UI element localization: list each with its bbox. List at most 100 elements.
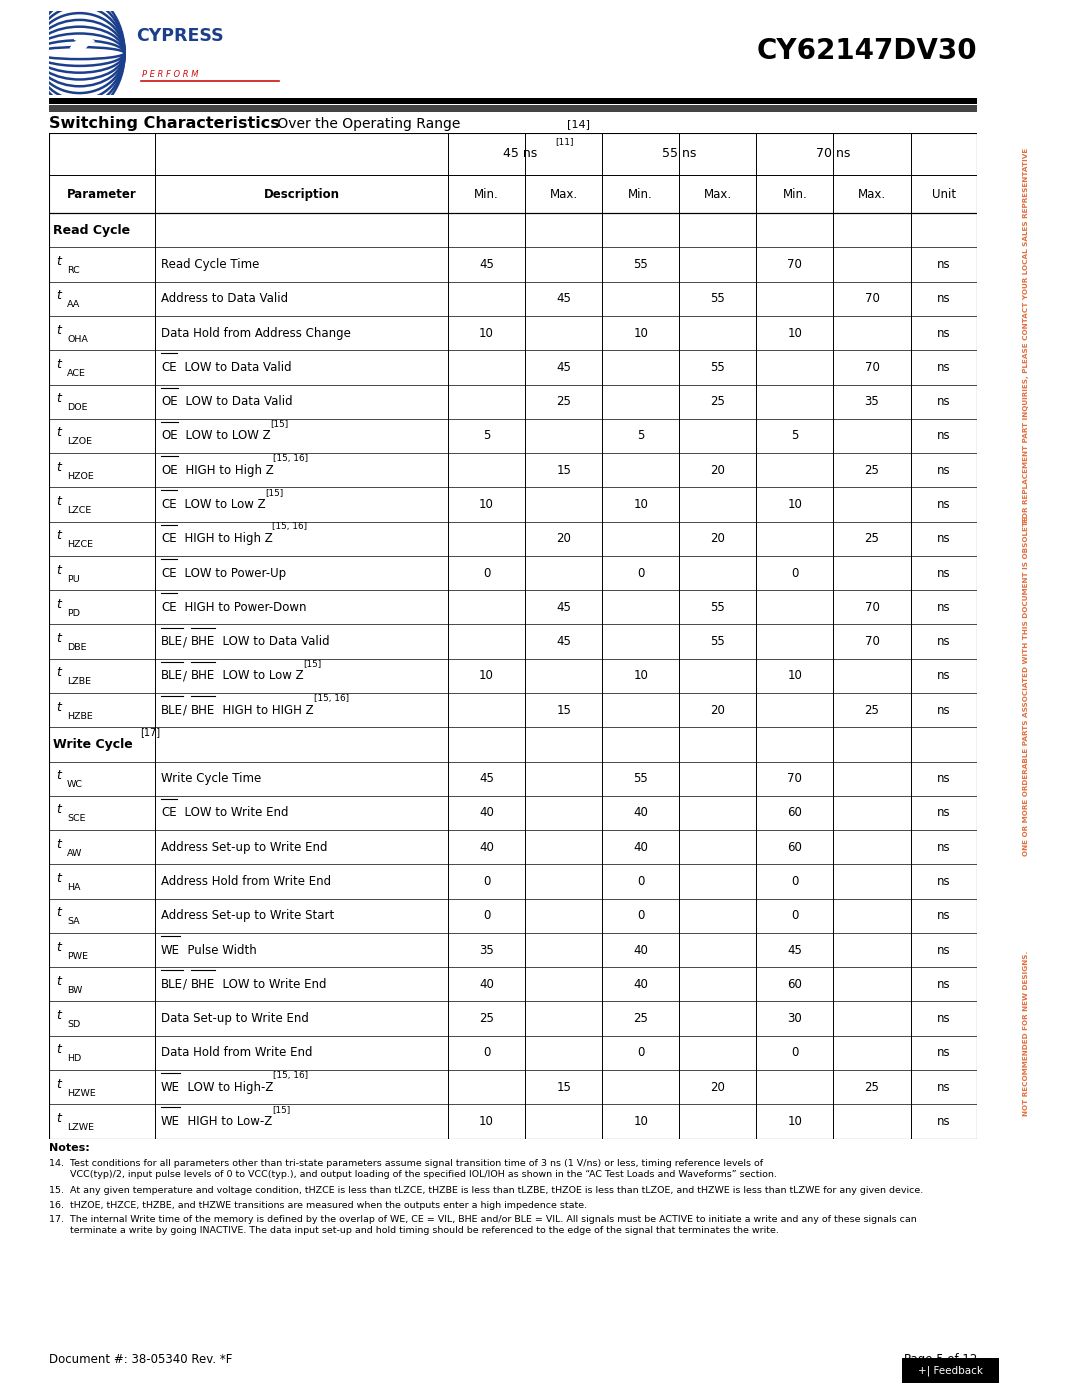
Text: SD: SD: [67, 1020, 80, 1030]
Text: LOW to LOW Z: LOW to LOW Z: [177, 429, 270, 443]
Text: 0: 0: [483, 875, 490, 888]
Text: LOW to High-Z: LOW to High-Z: [180, 1081, 273, 1094]
Text: Page 5 of 12: Page 5 of 12: [904, 1352, 977, 1366]
Text: CE: CE: [161, 806, 177, 820]
Text: HA: HA: [67, 883, 81, 893]
Text: WE: WE: [161, 943, 180, 957]
Text: 25: 25: [865, 464, 879, 476]
Text: 0: 0: [792, 1046, 798, 1059]
Text: 0: 0: [637, 1046, 645, 1059]
Text: ns: ns: [937, 497, 950, 511]
Text: PU: PU: [67, 574, 80, 584]
Text: t: t: [56, 495, 60, 509]
Text: LOW to Low Z: LOW to Low Z: [215, 669, 303, 682]
Text: CE: CE: [161, 567, 177, 580]
Text: [15, 16]: [15, 16]: [313, 693, 349, 703]
Text: Address Set-up to Write End: Address Set-up to Write End: [161, 841, 327, 854]
Text: [15]: [15]: [270, 419, 288, 429]
Text: 10: 10: [633, 669, 648, 682]
Text: 10: 10: [787, 1115, 802, 1127]
Text: Address to Data Valid: Address to Data Valid: [161, 292, 288, 306]
Text: BW: BW: [67, 986, 82, 995]
Text: 60: 60: [787, 806, 802, 820]
Text: 15: 15: [556, 704, 571, 717]
Text: BHE: BHE: [191, 704, 215, 717]
Text: ns: ns: [937, 1011, 950, 1025]
Text: Data Set-up to Write End: Data Set-up to Write End: [161, 1011, 309, 1025]
Text: 10: 10: [480, 327, 494, 339]
Text: 20: 20: [711, 464, 726, 476]
Text: ns: ns: [937, 806, 950, 820]
Text: LOW to Write End: LOW to Write End: [177, 806, 288, 820]
Text: PD: PD: [67, 609, 80, 617]
Text: 0: 0: [483, 567, 490, 580]
Text: PWE: PWE: [67, 951, 89, 961]
Text: ns: ns: [937, 909, 950, 922]
Bar: [49, 105, 977, 112]
Text: Min.: Min.: [474, 187, 499, 201]
Text: CYPRESS: CYPRESS: [136, 28, 225, 45]
Text: ns: ns: [937, 1115, 950, 1127]
Text: t: t: [56, 666, 60, 679]
Text: 70 ns: 70 ns: [816, 147, 851, 161]
Text: LZOE: LZOE: [67, 437, 92, 447]
Text: Parameter: Parameter: [67, 187, 137, 201]
Text: ns: ns: [937, 704, 950, 717]
Text: HZWE: HZWE: [67, 1088, 96, 1098]
Text: 20: 20: [711, 532, 726, 545]
Text: 25: 25: [865, 1081, 879, 1094]
Text: OE: OE: [161, 429, 177, 443]
Text: 45: 45: [787, 943, 802, 957]
Text: [17]: [17]: [140, 728, 160, 738]
Text: ONE OR MORE ORDERABLE PARTS ASSOCIATED WITH THIS DOCUMENT IS OBSOLETE.: ONE OR MORE ORDERABLE PARTS ASSOCIATED W…: [1023, 513, 1029, 856]
Text: ns: ns: [937, 464, 950, 476]
Text: P E R F O R M: P E R F O R M: [143, 70, 199, 78]
Text: 55: 55: [633, 773, 648, 785]
Text: /: /: [183, 636, 191, 648]
Text: t: t: [56, 838, 60, 851]
Text: 15: 15: [556, 464, 571, 476]
Text: 55 ns: 55 ns: [662, 147, 697, 161]
Text: t: t: [56, 872, 60, 884]
Text: [15, 16]: [15, 16]: [273, 1070, 309, 1080]
Text: Pulse Width: Pulse Width: [180, 943, 257, 957]
Text: t: t: [56, 1009, 60, 1023]
Text: 25: 25: [711, 395, 726, 408]
Text: [14]: [14]: [567, 119, 590, 129]
Text: CE: CE: [161, 601, 177, 613]
Text: HIGH to High Z: HIGH to High Z: [177, 532, 272, 545]
Text: 10: 10: [787, 669, 802, 682]
Text: Read Cycle Time: Read Cycle Time: [161, 258, 259, 271]
Text: 70: 70: [865, 601, 879, 613]
Text: BLE: BLE: [161, 669, 183, 682]
Text: BHE: BHE: [191, 669, 215, 682]
Text: FOR REPLACEMENT PART INQUIRIES, PLEASE CONTACT YOUR LOCAL SALES REPRESENTATIVE: FOR REPLACEMENT PART INQUIRIES, PLEASE C…: [1023, 148, 1029, 524]
Text: OHA: OHA: [67, 335, 89, 344]
Bar: [49, 98, 977, 105]
Text: RC: RC: [67, 265, 80, 275]
Text: 25: 25: [480, 1011, 494, 1025]
Text: 70: 70: [865, 360, 879, 374]
Text: LOW to Power-Up: LOW to Power-Up: [177, 567, 286, 580]
Text: AA: AA: [67, 300, 80, 309]
Text: 20: 20: [711, 1081, 726, 1094]
Text: Address Set-up to Write Start: Address Set-up to Write Start: [161, 909, 334, 922]
Text: t: t: [56, 803, 60, 816]
Text: 30: 30: [787, 1011, 802, 1025]
Text: Read Cycle: Read Cycle: [53, 224, 131, 237]
Text: AW: AW: [67, 849, 82, 858]
Text: 0: 0: [792, 875, 798, 888]
Text: 0: 0: [792, 567, 798, 580]
Text: t: t: [56, 598, 60, 610]
Text: t: t: [56, 631, 60, 645]
Text: LOW to Data Valid: LOW to Data Valid: [177, 395, 293, 408]
Text: Write Cycle: Write Cycle: [53, 738, 133, 752]
Text: HIGH to Low-Z: HIGH to Low-Z: [180, 1115, 272, 1127]
Text: 60: 60: [787, 841, 802, 854]
Text: LOW to Data Valid: LOW to Data Valid: [177, 360, 292, 374]
Text: Data Hold from Address Change: Data Hold from Address Change: [161, 327, 351, 339]
Text: 45: 45: [556, 601, 571, 613]
Text: 60: 60: [787, 978, 802, 990]
Text: LOW to Write End: LOW to Write End: [215, 978, 326, 990]
Text: ns: ns: [937, 978, 950, 990]
